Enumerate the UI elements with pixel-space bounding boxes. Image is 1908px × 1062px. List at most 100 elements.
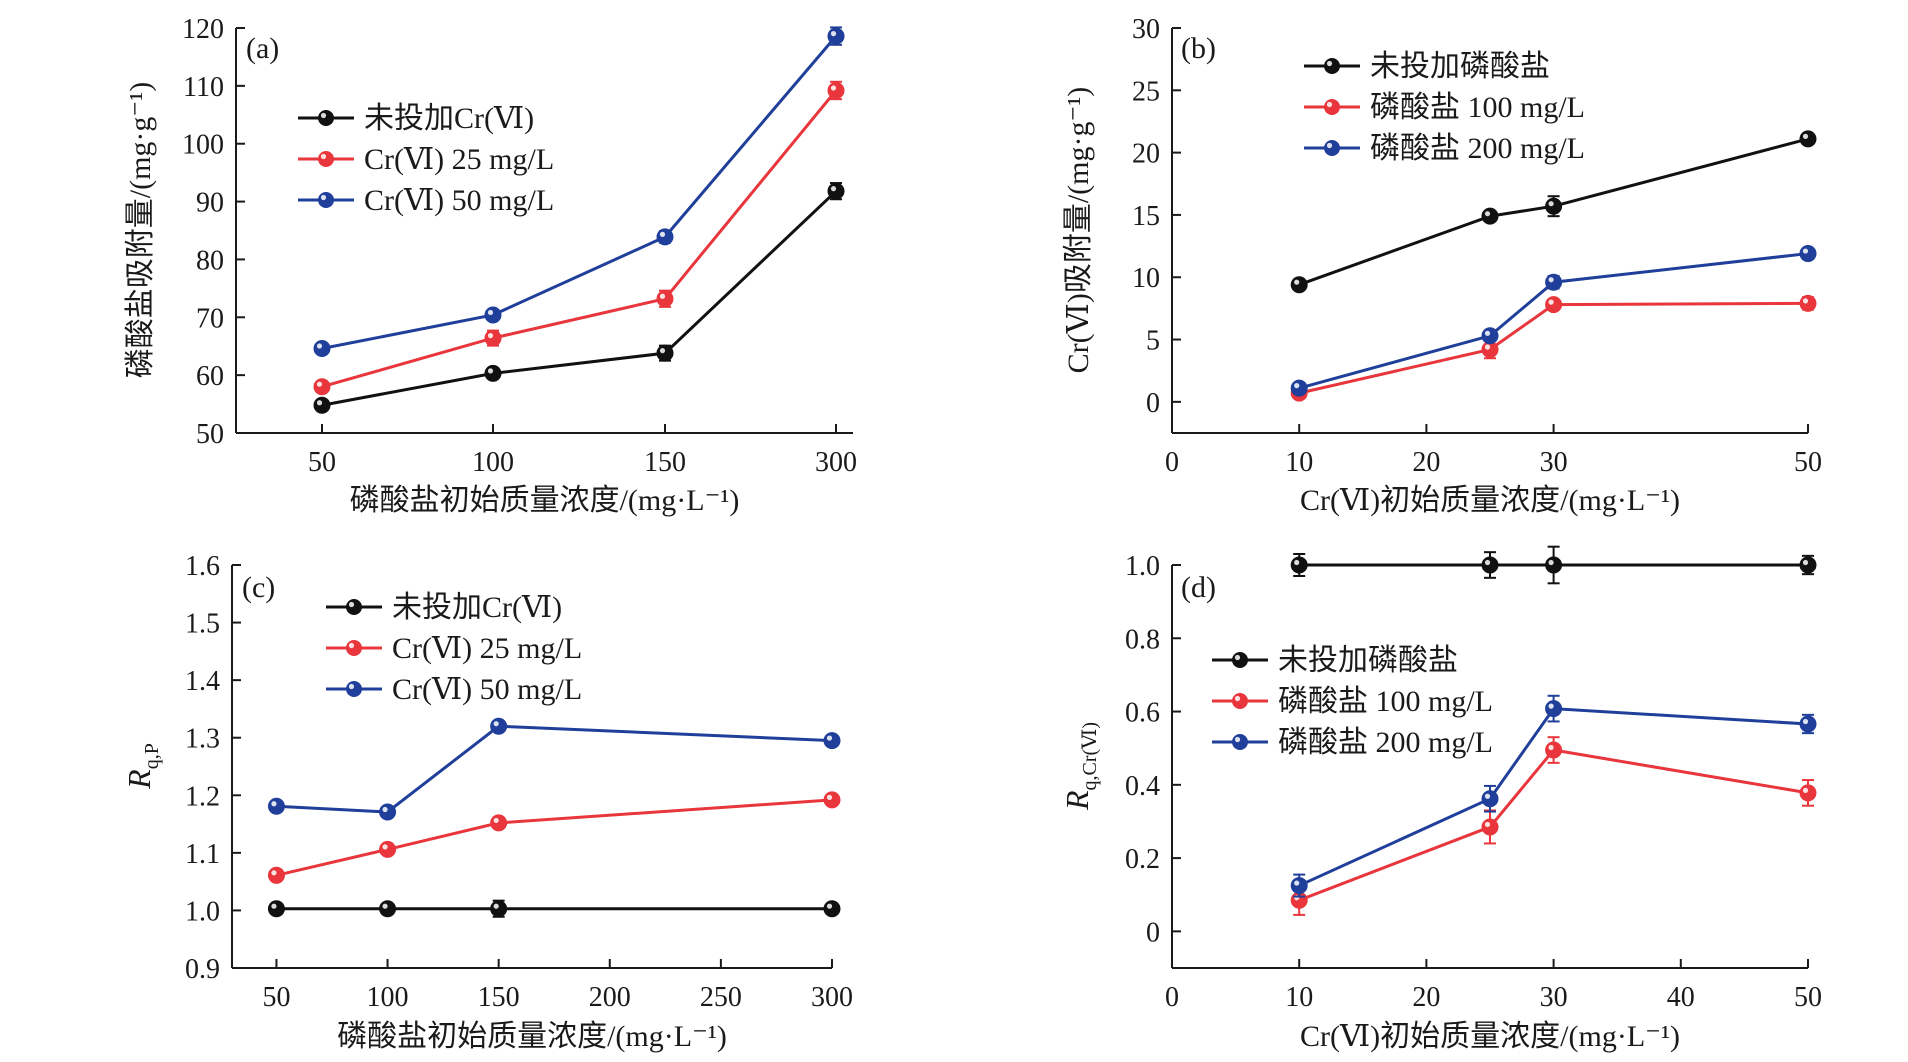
data-point-highlight [1294,383,1300,389]
legend-marker-highlight [1234,736,1241,743]
data-point [823,791,841,809]
legend-marker [346,599,362,615]
legend-marker-highlight [1326,142,1333,149]
x-tick-label: 50 [262,982,290,1013]
x-tick-label: 30 [1540,982,1568,1013]
data-point [313,378,331,396]
data-point [1290,379,1308,397]
y-tick-label: 1.0 [1125,551,1160,582]
x-tick-label: 100 [472,447,514,478]
legend-marker [318,110,334,126]
legend-marker [1324,58,1340,74]
data-point [1545,296,1563,314]
data-point-highlight [1548,277,1554,283]
data-point-highlight [1548,559,1554,566]
data-point-highlight [493,817,499,824]
legend-label: Cr(Ⅵ) 50 mg/L [364,184,554,217]
data-point-highlight [659,231,666,237]
data-point-highlight [487,309,494,316]
y-tick-label: 60 [196,361,224,392]
legend-marker [1232,652,1248,668]
data-point-highlight [487,333,494,339]
data-point-highlight [382,806,388,813]
data-point-highlight [493,721,499,727]
x-tick-label: 200 [589,982,631,1013]
panel-d: 0 0.2 0.4 0.6 0.8 1.0 0 10 20 30 40 50 Cr(Ⅵ)初始质量浓度/(… [1059,545,1822,1053]
x-axis-label: Cr(Ⅵ)初始质量浓度/(mg·L⁻¹) [1300,1020,1680,1053]
series-line [1298,748,1809,902]
series-line [321,35,838,351]
y-tick-label: 100 [182,130,224,161]
data-point [1799,556,1817,574]
data-point [379,803,397,821]
y-tick-label: 1.6 [185,551,220,582]
series-line [321,190,838,407]
data-point [484,329,502,347]
y-tick-label: 30 [1132,14,1160,45]
data-point-highlight [1484,211,1491,217]
data-point-highlight [382,903,388,909]
data-point [313,340,331,358]
legend-marker-highlight [348,683,355,690]
y-tick-label: 15 [1132,201,1160,232]
x-tick-label: 300 [815,447,857,478]
legend-marker [1324,99,1340,115]
data-point-highlight [1802,133,1809,140]
legend-marker-highlight [348,642,355,649]
y-tick-label: 0.8 [1125,624,1160,655]
x-tick-label: 0 [1165,447,1179,478]
x-tick-label: 100 [367,982,409,1013]
data-point [490,717,508,735]
panel-label: (b) [1181,32,1216,65]
legend-marker-highlight [348,601,355,608]
y-tick-label: 1.0 [185,896,220,927]
data-point [267,900,285,918]
legend-marker-highlight [320,112,327,119]
legend-label: Cr(Ⅵ) 25 mg/L [392,632,582,665]
x-tick-label: 20 [1412,447,1440,478]
data-point-highlight [659,293,666,299]
panel-a: 50 60 70 80 90 100 110 120 50 100 150 300 磷酸盐初始质量浓度/… [124,14,857,517]
data-point-highlight [1548,201,1554,207]
data-point-highlight [1802,787,1809,793]
legend-label: 未投加Cr(Ⅵ) [364,102,534,135]
x-axis-label: 磷酸盐初始质量浓度/(mg·L⁻¹) [337,1020,727,1053]
legend-label: 未投加Cr(Ⅵ) [392,591,562,624]
legend-marker [346,681,362,697]
data-point-highlight [382,844,388,850]
data-point [656,290,674,308]
data-point [1799,294,1817,312]
data-point [379,900,397,918]
data-point [1481,818,1499,836]
x-axis-label: 磷酸盐初始质量浓度/(mg·L⁻¹) [350,484,740,517]
x-tick-label: 50 [308,447,336,478]
data-point [1545,273,1563,291]
y-tick-label: 80 [196,245,224,276]
data-point-highlight [316,343,323,349]
data-point-highlight [1294,279,1300,285]
data-point [1481,207,1499,225]
data-point [827,81,845,99]
panel-b: 0 5 10 15 20 25 30 0 10 20 30 50 Cr(Ⅵ)初始质量浓度/(mg·L⁻¹… [1062,14,1822,517]
data-point-highlight [1294,559,1300,566]
data-point-highlight [1484,793,1491,799]
data-point-highlight [1802,298,1809,304]
y-tick-label: 0.9 [185,954,220,985]
data-point-highlight [271,903,277,909]
data-point [1545,197,1563,215]
data-point-highlight [1294,880,1300,886]
x-tick-label: 0 [1165,982,1179,1013]
data-point [1799,130,1817,148]
x-tick-label: 10 [1285,447,1313,478]
data-point [656,344,674,362]
y-tick-label: 90 [196,188,224,219]
y-tick-label: 20 [1132,139,1160,170]
data-point [267,866,285,884]
y-axis-label: Rq,P [121,743,163,790]
data-point-highlight [1484,344,1491,350]
data-point [1799,715,1817,733]
y-axis-label: Cr(Ⅵ)吸附量/(mg·g⁻¹) [1062,87,1095,374]
data-point [1290,556,1308,574]
data-point-highlight [1548,744,1554,751]
